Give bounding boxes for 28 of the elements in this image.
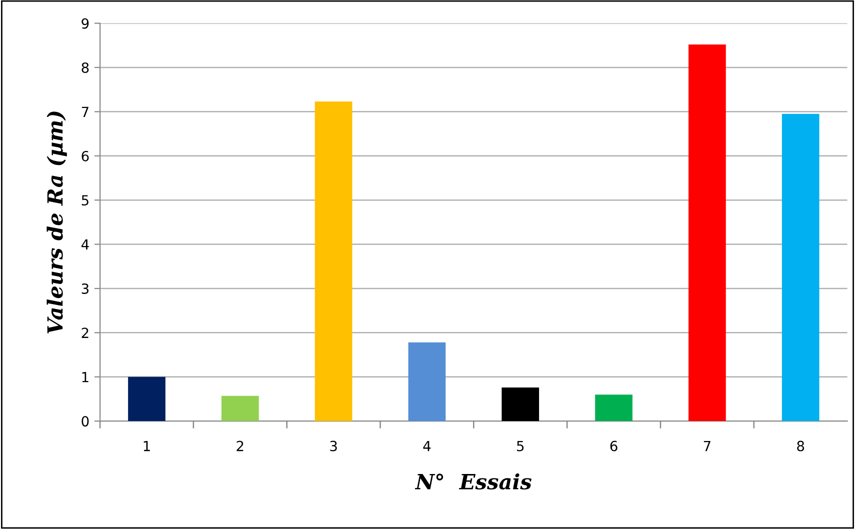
y-tick-label: 4 [81,239,89,250]
y-tick-label: 6 [82,150,89,162]
x-tick-label: 6 [610,440,618,452]
x-tick-label: 5 [517,440,524,452]
bar [221,396,259,422]
bar [595,394,632,422]
x-tick-label: 3 [330,440,337,452]
x-axis-title: N° Essais [414,473,532,490]
x-tick-label: 4 [423,440,431,452]
y-tick-label: 1 [82,372,88,382]
y-tick-label: 0 [82,416,89,427]
y-tick-label: 2 [82,328,88,338]
y-tick-label: 5 [82,195,88,206]
y-axis-title: Valeurs de Ra (µm) [46,112,67,334]
bar [782,114,820,422]
x-tick-label: 7 [704,440,710,452]
y-tick-label: 3 [82,283,89,294]
bar [502,387,540,422]
bar [688,44,726,422]
bar [408,342,446,422]
y-tick-label: 9 [82,18,89,29]
x-tick-label: 1 [144,440,150,452]
x-tick-label: 2 [236,440,244,452]
x-tick-label: 8 [797,440,804,452]
y-tick-label: 7 [82,106,88,117]
bar [314,102,352,422]
bar [128,376,166,422]
y-tick-label: 8 [82,62,89,73]
